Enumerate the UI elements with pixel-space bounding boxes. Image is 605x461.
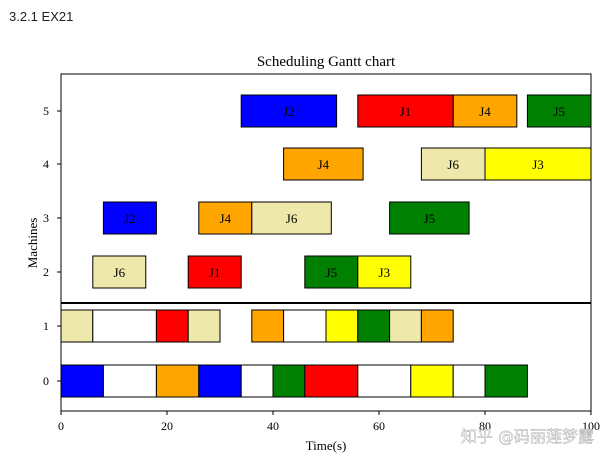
- x-tick-label: 100: [582, 419, 600, 433]
- task-bar-j2: [61, 364, 104, 398]
- chart-title: Scheduling Gantt chart: [257, 54, 396, 70]
- task-bar-j6: [61, 309, 94, 343]
- x-tick-label: 40: [267, 419, 279, 433]
- task-bar-j3: [484, 147, 591, 181]
- x-tick-label: 0: [58, 419, 64, 433]
- idle-bar: [357, 364, 412, 398]
- task-bar-j5: [272, 364, 306, 398]
- task-bar-j2: [198, 364, 242, 398]
- task-label-j1: J1: [400, 104, 412, 119]
- y-tick-label: 2: [43, 265, 49, 279]
- task-label-j3: J3: [379, 265, 391, 280]
- task-bar-j6: [251, 201, 332, 235]
- task-bar-j1: [155, 309, 189, 343]
- x-tick-label: 20: [161, 419, 173, 433]
- axes: 0 20 40 60 80 100 0 1 2 3 4 5: [43, 73, 600, 433]
- task-bar-j1: [187, 255, 242, 289]
- task-bar-j4: [251, 309, 285, 343]
- task-bar-j6: [92, 255, 147, 289]
- idle-bar: [452, 364, 486, 398]
- task-label-j6: J6: [114, 265, 126, 280]
- task-bar-j4: [420, 309, 454, 343]
- task-bar-j2: [240, 94, 338, 128]
- idle-bar: [240, 364, 274, 398]
- task-bar-j5: [484, 364, 528, 398]
- task-bar-j2: [102, 201, 157, 235]
- task-label-j2: J2: [283, 104, 295, 119]
- task-label-j5: J5: [424, 211, 436, 226]
- task-label-j4: J4: [318, 157, 330, 172]
- gantt-bars: J2 J1 J4 J5 J4 J6 J3 J2 J4 J6 J5 J6 J1 J5 J3: [61, 94, 591, 398]
- task-bar-j1: [357, 94, 454, 128]
- task-bar-j6: [389, 309, 422, 343]
- x-tick-label: 80: [479, 419, 491, 433]
- y-axis-label: Machines: [25, 218, 40, 269]
- task-bar-j1: [304, 364, 359, 398]
- task-bar-j4: [452, 94, 518, 128]
- task-label-j6: J6: [447, 157, 459, 172]
- y-tick-label: 4: [43, 157, 49, 171]
- y-tick-label: 5: [43, 104, 49, 118]
- task-label-j2: J2: [124, 211, 136, 226]
- task-bar-j3: [325, 309, 359, 343]
- x-axis-label: Time(s): [306, 438, 347, 453]
- task-bar-j4: [155, 364, 200, 398]
- task-label-j6: J6: [286, 211, 298, 226]
- task-bar-j5: [304, 255, 359, 289]
- plot-frame: [60, 73, 592, 412]
- x-tick-label: 60: [373, 419, 385, 433]
- task-bar-j4: [283, 147, 364, 181]
- y-tick-label: 0: [43, 374, 49, 388]
- page-heading: 3.2.1 EX21: [9, 9, 74, 24]
- task-bar-j6: [420, 147, 486, 181]
- task-label-j5: J5: [326, 265, 338, 280]
- task-label-j4: J4: [479, 104, 491, 119]
- task-label-j3: J3: [532, 157, 544, 172]
- task-bar-j3: [410, 364, 454, 398]
- idle-bar: [102, 364, 157, 398]
- task-bar-j3: [357, 255, 412, 289]
- y-tick-label: 1: [43, 319, 49, 333]
- task-label-j5: J5: [553, 104, 565, 119]
- idle-bar: [283, 309, 327, 343]
- y-tick-label: 3: [43, 211, 49, 225]
- task-bar-j4: [198, 201, 253, 235]
- task-label-j4: J4: [220, 211, 232, 226]
- task-bar-j5: [389, 201, 470, 235]
- task-bar-j6: [187, 309, 221, 343]
- watermark-text: 知乎 @码丽莲梦露: [461, 427, 594, 446]
- idle-bar: [92, 309, 157, 343]
- task-bar-j5: [526, 94, 591, 128]
- task-bar-j5: [357, 309, 391, 343]
- task-label-j1: J1: [209, 265, 221, 280]
